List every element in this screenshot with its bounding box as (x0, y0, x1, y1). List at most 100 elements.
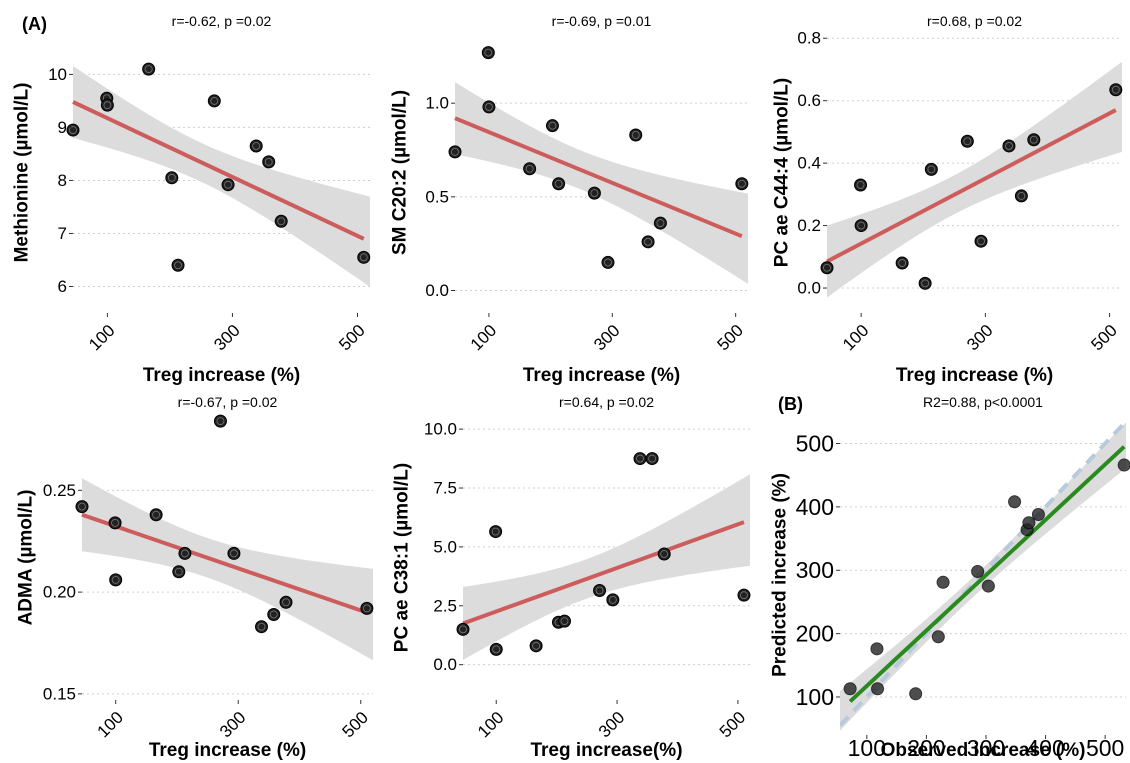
data-point (165, 171, 179, 185)
data-point (75, 500, 89, 514)
data-point (109, 573, 123, 587)
data-point (895, 256, 909, 270)
data-point (108, 516, 122, 530)
data-point (558, 614, 572, 628)
y-tick-label: 400 (796, 494, 834, 520)
data-point (971, 565, 985, 579)
panel-label-b: (B) (778, 394, 803, 414)
data-point-ring (451, 147, 459, 156)
data-point-ring (111, 518, 119, 527)
y-tick-label: 5.0 (433, 537, 457, 556)
data-point (255, 620, 269, 634)
panel-title: R2=0.88, p<0.0001 (923, 394, 1043, 410)
data-point-ring (963, 137, 972, 146)
data-point (633, 452, 647, 466)
x-axis-title: Treg increase (%) (896, 365, 1053, 386)
data-point (854, 219, 868, 233)
data-point-ring (823, 263, 831, 272)
data-point-ring (636, 454, 644, 463)
y-tick-label: 0.6 (797, 91, 821, 110)
chart-panel-3: 0.0 0.2 0.4 0.6 0.8 100 300 500 r=0.68, p =0.02 T… (772, 13, 1123, 386)
x-tick-label: 300 (595, 708, 628, 741)
data-point-ring (174, 567, 183, 576)
data-point (207, 94, 221, 108)
y-tick-label: 200 (796, 621, 834, 647)
data-point-ring (484, 48, 493, 57)
panel-title: r=0.68, p =0.02 (927, 13, 1022, 29)
x-tick-label: 500 (1086, 735, 1124, 761)
data-point (641, 235, 655, 249)
x-tick-label: 100 (839, 321, 872, 354)
x-tick-label: 100 (94, 708, 127, 741)
confidence-band (455, 82, 748, 284)
y-tick-label: 0.20 (43, 583, 76, 602)
x-tick-label: 100 (85, 321, 118, 354)
data-point (489, 642, 503, 656)
data-point (960, 134, 974, 148)
data-point-ring (1017, 192, 1026, 200)
data-point (221, 178, 235, 192)
data-point-ring (921, 279, 930, 288)
data-point-ring (898, 259, 907, 267)
data-point (489, 525, 503, 539)
regression-line (848, 445, 1126, 703)
data-point (142, 62, 156, 76)
data-point-ring (595, 586, 604, 595)
data-point-ring (491, 527, 500, 536)
x-axis-title: Treg increase (%) (143, 365, 300, 386)
x-tick-label: 200 (907, 735, 945, 761)
y-axis-title: PC ae C38:1 (µmol/L) (392, 463, 413, 652)
data-point-ring (532, 641, 541, 650)
data-point (981, 579, 995, 593)
panel-title: r=0.64, p =0.02 (559, 394, 654, 410)
x-tick-label: 300 (963, 321, 996, 354)
data-point (171, 258, 185, 272)
data-point-ring (485, 103, 493, 111)
x-tick-label: 100 (467, 321, 500, 354)
data-point (227, 546, 241, 560)
data-point (974, 234, 988, 248)
data-point-ring (252, 142, 261, 150)
data-point (523, 162, 537, 176)
data-point (456, 622, 470, 636)
data-point (1008, 495, 1022, 509)
data-point (279, 595, 293, 609)
data-point-ring (608, 595, 617, 604)
data-point-ring (282, 598, 290, 607)
y-tick-label: 0.0 (797, 279, 821, 298)
data-point-ring (644, 237, 652, 246)
regression-line (462, 520, 745, 626)
data-point (737, 588, 751, 602)
x-tick-label: 400 (1026, 735, 1064, 761)
data-point-ring (111, 575, 120, 584)
data-point (1109, 83, 1123, 97)
x-axis-title: Observed increase (%) (881, 740, 1086, 761)
data-point-ring (604, 258, 612, 267)
chart-panel-1: 6 7 8 9 10 100 300 500 r=-0.62, p =0.02 Treg incr… (12, 13, 371, 386)
confidence-band (827, 61, 1122, 298)
data-point-ring (656, 219, 665, 227)
data-point (1022, 516, 1036, 530)
data-point (870, 642, 884, 656)
data-point (909, 687, 923, 701)
data-point (587, 186, 601, 200)
x-tick-label: 500 (339, 708, 372, 741)
panel-title: r=-0.69, p =0.01 (552, 13, 652, 29)
y-tick-label: 0.15 (43, 684, 76, 703)
data-point (924, 162, 938, 176)
y-tick-label: 8 (58, 171, 67, 190)
confidence-band (463, 474, 750, 660)
y-tick-label: 2.5 (433, 596, 457, 615)
x-tick-label: 300 (216, 708, 249, 741)
data-point-ring (1111, 85, 1120, 94)
data-point-ring (648, 454, 657, 463)
x-tick-label: 300 (210, 321, 243, 354)
y-axis-title: Predicted increase (%) (770, 473, 791, 677)
data-point (66, 123, 80, 137)
panel-label-a: (A) (22, 14, 47, 34)
data-point-ring (216, 417, 225, 426)
data-point-ring (210, 97, 219, 105)
regression-line (72, 100, 365, 241)
data-point (172, 565, 186, 579)
